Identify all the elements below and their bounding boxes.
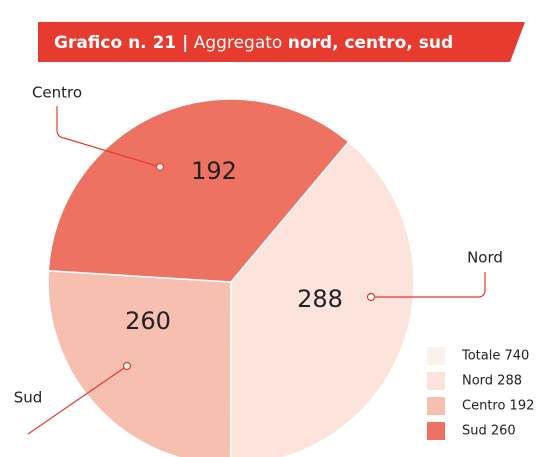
legend-swatch — [427, 422, 445, 440]
title-banner — [38, 22, 525, 62]
data-label: 288 — [297, 285, 343, 313]
pie-slice — [47, 98, 350, 283]
category-label: Sud — [14, 389, 43, 407]
legend: Totale 740 Nord 288 Centro 192 Sud 260 — [427, 347, 534, 440]
legend-label: Nord 288 — [462, 374, 522, 389]
title-emphasis: nord, centro, sud — [288, 33, 453, 53]
legend-swatch — [427, 397, 445, 415]
pie — [47, 98, 415, 457]
chart-title: Grafico n. 21 | Aggregato nord, centro, … — [54, 33, 453, 53]
legend-label: Centro 192 — [462, 399, 534, 414]
title-prefix: Grafico n. 21 | — [54, 33, 188, 53]
legend-label: Sud 260 — [462, 424, 516, 439]
legend-label: Totale 740 — [461, 349, 529, 364]
data-label: 192 — [191, 157, 237, 185]
legend-swatch — [427, 347, 445, 365]
legend-swatch — [427, 372, 445, 390]
callout-dot — [366, 292, 376, 302]
callout-line — [371, 272, 486, 298]
callout-dot — [122, 361, 132, 371]
category-label: Centro — [32, 84, 82, 102]
pie-slice — [229, 140, 415, 457]
annotations: Nord 288 Centro 192 Sud 260 — [14, 84, 503, 435]
category-label: Nord — [467, 249, 503, 267]
pie-slice — [47, 269, 232, 457]
callout-line — [56, 106, 161, 168]
callout-line — [27, 365, 128, 435]
callout-dot — [155, 162, 165, 172]
title-main: Aggregato — [194, 33, 283, 53]
data-label: 260 — [125, 307, 171, 335]
